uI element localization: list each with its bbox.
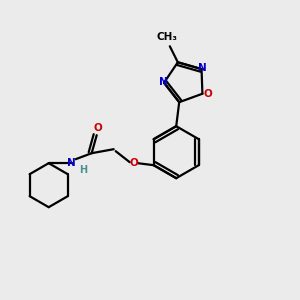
Text: H: H [79,165,87,175]
Text: N: N [67,158,76,168]
Text: N: N [198,63,207,73]
Text: O: O [93,123,102,133]
Text: O: O [203,89,212,99]
Text: CH₃: CH₃ [156,32,177,42]
Text: N: N [159,77,167,87]
Text: O: O [129,158,138,168]
